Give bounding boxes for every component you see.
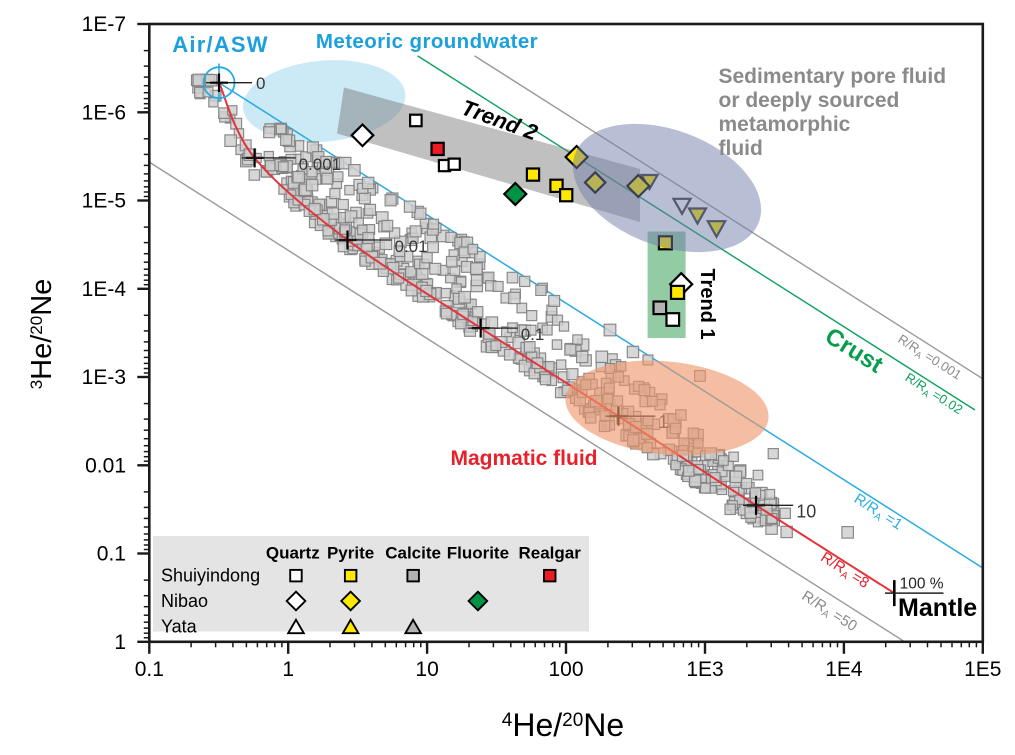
svg-text:3He/20Ne: 3He/20Ne xyxy=(26,279,58,390)
svg-text:1: 1 xyxy=(114,631,126,654)
svg-text:Magmatic fluid: Magmatic fluid xyxy=(450,447,597,470)
svg-text:10: 10 xyxy=(415,658,438,681)
svg-text:Realgar: Realgar xyxy=(519,544,582,563)
svg-text:Yata: Yata xyxy=(161,617,198,637)
svg-text:Quartz: Quartz xyxy=(266,544,320,563)
svg-text:0.01: 0.01 xyxy=(395,237,428,256)
svg-text:Calcite: Calcite xyxy=(385,544,441,563)
svg-text:0.1: 0.1 xyxy=(97,543,126,566)
svg-text:or deeply sourced: or deeply sourced xyxy=(719,89,900,112)
svg-text:0: 0 xyxy=(256,74,265,93)
svg-text:Nibao: Nibao xyxy=(161,591,208,611)
svg-text:1E-7: 1E-7 xyxy=(82,13,126,36)
svg-text:1E-5: 1E-5 xyxy=(82,190,126,213)
svg-text:1E-4: 1E-4 xyxy=(82,278,127,301)
svg-text:10: 10 xyxy=(796,501,816,521)
svg-text:fluid: fluid xyxy=(719,137,763,160)
svg-text:Shuiyindong: Shuiyindong xyxy=(161,566,260,586)
svg-text:1E3: 1E3 xyxy=(686,658,723,681)
svg-text:1E4: 1E4 xyxy=(825,658,863,681)
svg-text:1: 1 xyxy=(282,658,294,681)
svg-text:0.01: 0.01 xyxy=(85,454,126,477)
svg-text:Mantle: Mantle xyxy=(898,594,977,622)
svg-text:Fluorite: Fluorite xyxy=(447,544,509,563)
svg-text:1E-6: 1E-6 xyxy=(82,101,126,124)
svg-text:0.001: 0.001 xyxy=(299,155,342,174)
svg-text:Sedimentary pore fluid: Sedimentary pore fluid xyxy=(719,65,947,88)
svg-text:0.1: 0.1 xyxy=(135,658,164,681)
svg-text:Meteoric groundwater: Meteoric groundwater xyxy=(316,30,538,53)
svg-text:100: 100 xyxy=(548,658,583,681)
svg-text:Trend 1: Trend 1 xyxy=(696,268,718,339)
svg-text:100 %: 100 % xyxy=(900,576,944,593)
svg-text:1E5: 1E5 xyxy=(964,658,1001,681)
svg-text:4He/20Ne: 4He/20Ne xyxy=(502,707,624,743)
svg-text:0.1: 0.1 xyxy=(521,325,545,344)
svg-text:Air/ASW: Air/ASW xyxy=(172,32,268,57)
svg-text:Pyrite: Pyrite xyxy=(327,544,374,563)
svg-text:metamorphic: metamorphic xyxy=(719,113,851,136)
svg-text:1E-3: 1E-3 xyxy=(82,366,126,389)
